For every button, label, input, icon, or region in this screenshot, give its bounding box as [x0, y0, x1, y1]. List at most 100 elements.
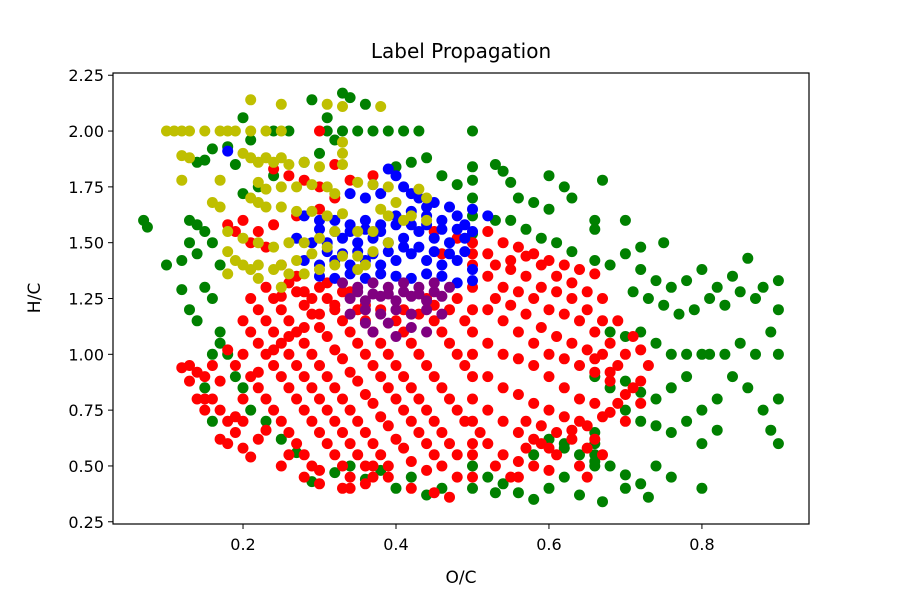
scatter-point	[314, 308, 325, 320]
x-tick-label: 0.2	[230, 535, 255, 554]
scatter-point	[298, 268, 310, 280]
scatter-point	[451, 471, 463, 483]
scatter-point	[398, 232, 410, 244]
x-tick-label: 0.4	[383, 535, 408, 554]
scatter-point	[344, 366, 356, 378]
scatter-point	[314, 232, 325, 244]
scatter-point	[191, 393, 203, 405]
scatter-point	[650, 393, 662, 405]
scatter-point	[314, 125, 325, 137]
scatter-point	[597, 174, 608, 186]
scatter-point	[184, 152, 195, 164]
scatter-point	[535, 420, 547, 432]
scatter-point	[275, 371, 287, 383]
scatter-point	[329, 449, 341, 461]
scatter-point	[520, 250, 532, 262]
scatter-point	[141, 221, 153, 233]
scatter-point	[581, 471, 593, 483]
scatter-point	[566, 246, 578, 258]
scatter-point	[184, 375, 195, 387]
scatter-point	[237, 348, 249, 360]
chart-title: Label Propagation	[371, 39, 551, 63]
scatter-point	[428, 286, 440, 298]
scatter-point	[291, 205, 303, 217]
scatter-point	[642, 360, 654, 371]
scatter-point	[543, 371, 555, 383]
scatter-point	[451, 255, 463, 266]
scatter-point	[619, 404, 631, 416]
scatter-point	[275, 98, 287, 110]
scatter-point	[642, 293, 654, 304]
scatter-point	[558, 353, 570, 365]
scatter-point	[283, 170, 295, 182]
scatter-point	[635, 397, 647, 409]
scatter-point	[497, 415, 509, 427]
scatter-point	[520, 442, 532, 454]
scatter-point	[696, 404, 708, 416]
scatter-point	[467, 174, 478, 186]
scatter-point	[344, 226, 356, 237]
scatter-point	[199, 404, 211, 416]
scatter-point	[222, 226, 234, 237]
scatter-point	[482, 438, 494, 450]
scatter-point	[298, 471, 310, 483]
scatter-point	[581, 344, 593, 356]
scatter-point	[704, 293, 716, 304]
scatter-point	[375, 226, 387, 237]
scatter-point	[184, 125, 195, 137]
scatter-point	[467, 482, 478, 494]
scatter-point	[398, 442, 410, 454]
scatter-point	[512, 471, 524, 483]
scatter-point	[375, 371, 387, 383]
scatter-point	[566, 293, 578, 304]
scatter-point	[772, 275, 784, 287]
scatter-point	[750, 293, 761, 304]
scatter-point	[413, 183, 425, 195]
scatter-point	[382, 317, 394, 329]
scatter-point	[275, 433, 287, 445]
scatter-point	[260, 315, 272, 327]
scatter-point	[558, 181, 570, 193]
scatter-point	[390, 304, 402, 316]
scatter-point	[321, 331, 333, 342]
scatter-point	[497, 315, 509, 327]
scatter-point	[589, 255, 601, 266]
scatter-point	[551, 449, 563, 461]
y-tick-label: 1.00	[68, 345, 104, 364]
scatter-point	[581, 442, 593, 454]
scatter-point	[589, 449, 601, 461]
scatter-point	[459, 315, 471, 327]
scatter-point	[467, 371, 478, 383]
scatter-point	[382, 460, 394, 472]
scatter-point	[298, 404, 310, 416]
scatter-point	[719, 348, 731, 360]
scatter-point	[245, 326, 257, 338]
scatter-point	[367, 397, 379, 409]
scatter-point	[436, 460, 448, 472]
scatter-point	[413, 288, 425, 300]
scatter-point	[512, 286, 524, 298]
scatter-point	[214, 201, 226, 213]
scatter-point	[382, 210, 394, 222]
scatter-point	[467, 393, 478, 405]
scatter-point	[696, 438, 708, 450]
scatter-point	[375, 101, 387, 112]
scatter-point	[405, 456, 417, 467]
scatter-point	[329, 382, 341, 394]
scatter-point	[436, 326, 448, 338]
scatter-point	[467, 348, 478, 360]
scatter-point	[237, 442, 249, 454]
scatter-point	[237, 415, 249, 427]
scatter-point	[260, 393, 272, 405]
scatter-point	[367, 246, 379, 258]
scatter-point	[382, 420, 394, 432]
scatter-point	[298, 237, 310, 249]
scatter-point	[191, 366, 203, 378]
scatter-point	[283, 382, 295, 394]
scatter-point	[382, 246, 394, 258]
scatter-point	[597, 496, 608, 508]
scatter-point	[658, 237, 670, 249]
scatter-point	[535, 322, 547, 333]
scatter-point	[428, 315, 440, 327]
scatter-point	[382, 181, 394, 193]
